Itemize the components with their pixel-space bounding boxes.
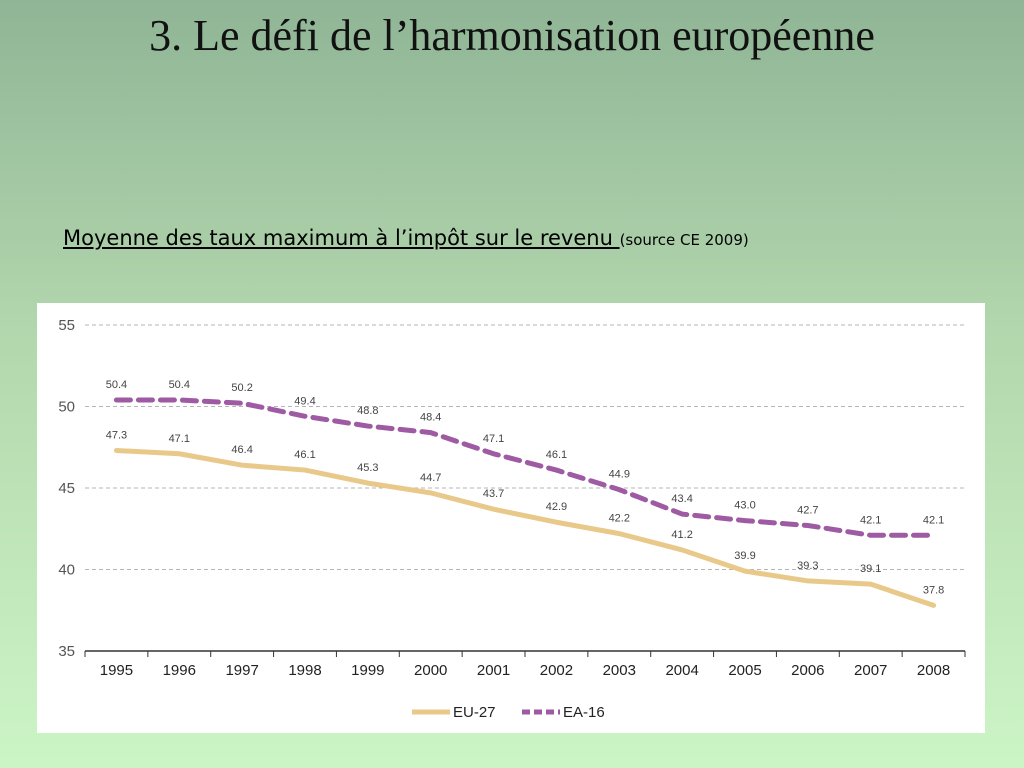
data-label: 41.2 <box>671 529 692 541</box>
grid-lines <box>85 324 965 570</box>
data-label: 42.9 <box>546 501 567 513</box>
x-tick-label: 2001 <box>477 662 510 679</box>
series-line-eu-27 <box>113 448 937 608</box>
data-label: 47.1 <box>483 433 504 445</box>
data-label: 47.3 <box>106 430 127 442</box>
y-tick-label: 50 <box>58 399 75 416</box>
x-tick-label: 1998 <box>288 662 321 679</box>
x-tick-label: 2006 <box>791 662 824 679</box>
data-label: 43.4 <box>671 493 692 505</box>
data-labels: 47.3 47.1 46.4 46.1 45.3 44.7 43.7 42.9 42.2 41.2… <box>106 379 945 596</box>
data-label: 46.1 <box>546 449 567 461</box>
x-tick-label: 2004 <box>665 662 698 679</box>
x-tick-label: 2005 <box>728 662 761 679</box>
y-tick-label: 55 <box>58 317 75 334</box>
data-label: 42.2 <box>609 513 630 525</box>
x-tick-label: 2008 <box>917 662 950 679</box>
y-tick-label: 35 <box>58 643 75 660</box>
data-label: 49.4 <box>294 395 315 407</box>
data-label: 43.7 <box>483 488 504 500</box>
data-label: 50.4 <box>106 379 127 391</box>
data-label: 37.8 <box>923 584 944 596</box>
data-label: 44.7 <box>420 472 441 484</box>
y-tick-label: 40 <box>58 562 75 579</box>
data-label: 48.8 <box>357 405 378 417</box>
data-label: 46.1 <box>294 449 315 461</box>
data-label: 46.4 <box>231 444 252 456</box>
data-label: 42.1 <box>923 514 944 526</box>
chart-subtitle: Moyenne des taux maximum à l’impôt sur l… <box>63 226 749 250</box>
x-tick-label: 2000 <box>414 662 447 679</box>
axes: 35 40 45 50 55 1995 1996 1997 1998 1999 2000 2001 20… <box>58 317 966 679</box>
data-label: 45.3 <box>357 462 378 474</box>
chart-panel: 35 40 45 50 55 1995 1996 1997 1998 1999 2000 2001 20… <box>37 303 985 733</box>
x-tick-label: 2007 <box>854 662 887 679</box>
subtitle-source: (source CE 2009) <box>619 231 749 249</box>
series-line-ea-16 <box>113 397 937 538</box>
x-tick-label: 1995 <box>100 662 133 679</box>
data-label: 39.1 <box>860 563 881 575</box>
data-label: 50.2 <box>231 382 252 394</box>
x-tick-label: 1999 <box>351 662 384 679</box>
slide-title: 3. Le défi de l’harmonisation européenne <box>149 11 875 60</box>
data-label: 47.1 <box>169 433 190 445</box>
legend-label: EA-16 <box>563 704 605 721</box>
data-label: 39.3 <box>797 560 818 572</box>
data-label: 39.9 <box>734 550 755 562</box>
data-label: 42.7 <box>797 504 818 516</box>
line-chart: 35 40 45 50 55 1995 1996 1997 1998 1999 2000 2001 20… <box>58 317 966 721</box>
subtitle-main: Moyenne des taux maximum à l’impôt sur l… <box>63 226 620 250</box>
data-label: 48.4 <box>420 412 441 424</box>
y-tick-label: 45 <box>58 480 75 497</box>
legend: EU-27 EA-16 <box>412 704 605 721</box>
x-tick-label: 1996 <box>163 662 196 679</box>
legend-label: EU-27 <box>453 704 496 721</box>
data-label: 43.0 <box>734 500 755 512</box>
data-label: 44.9 <box>609 469 630 481</box>
x-tick-label: 2003 <box>603 662 636 679</box>
x-tick-label: 1997 <box>225 662 258 679</box>
data-label: 50.4 <box>169 379 190 391</box>
x-tick-label: 2002 <box>540 662 573 679</box>
data-label: 42.1 <box>860 514 881 526</box>
series-lines <box>113 397 937 608</box>
